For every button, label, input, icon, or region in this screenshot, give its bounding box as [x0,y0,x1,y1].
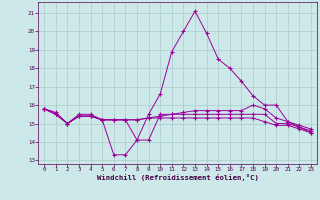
X-axis label: Windchill (Refroidissement éolien,°C): Windchill (Refroidissement éolien,°C) [97,174,259,181]
